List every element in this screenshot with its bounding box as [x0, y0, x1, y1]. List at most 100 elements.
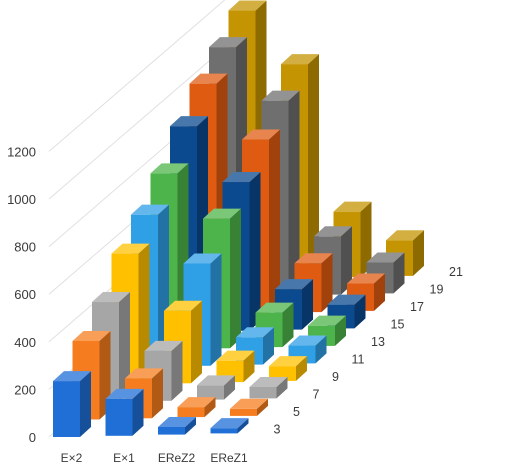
bar-top [92, 292, 130, 303]
bar-top [333, 201, 372, 212]
bar-top [125, 368, 163, 379]
bar-top [111, 243, 150, 254]
bar [158, 416, 196, 435]
bar-side [413, 230, 424, 276]
bars [53, 0, 424, 437]
bar-top [275, 279, 313, 290]
bar-side [210, 253, 222, 366]
bar-top [72, 330, 111, 341]
y-tick-label: 800 [14, 240, 36, 255]
bar-side [152, 368, 163, 419]
depth-tick-label: 17 [410, 300, 424, 314]
bar-side [230, 208, 241, 349]
depth-tick-label: 5 [293, 405, 300, 419]
bar-front [210, 428, 238, 434]
bar-side [191, 300, 202, 384]
bar-top [209, 37, 247, 48]
bar-side [354, 294, 366, 329]
bar-top [203, 208, 241, 219]
bar-side [315, 335, 327, 364]
bar-top [53, 371, 91, 382]
bar-top [255, 302, 294, 313]
depth-tick-label: 7 [313, 387, 320, 401]
bar [230, 398, 268, 416]
bar-side [185, 416, 196, 435]
bar-top [314, 226, 352, 237]
bar-top [249, 376, 288, 387]
y-tick-label: 200 [14, 382, 36, 397]
bar-side [263, 327, 274, 365]
bar-top [294, 253, 333, 264]
bar-top [269, 356, 307, 367]
bar-side [119, 292, 130, 402]
y-tick-label: 1000 [7, 192, 36, 207]
bar-side [321, 253, 333, 313]
y-tick-label: 1200 [7, 144, 36, 159]
depth-tick-label: 13 [371, 335, 385, 349]
bar-top [216, 350, 255, 361]
bar-side [360, 201, 372, 278]
bar-side [308, 54, 319, 279]
bar-side [296, 356, 307, 381]
bar-side [276, 376, 288, 399]
bar-top [347, 273, 385, 284]
labels: 0 200 400 600 800 1000 1200 E×2 E×1 EReZ2 EReZ1 357… [7, 144, 463, 465]
bar-side [224, 375, 235, 400]
bar-side [237, 418, 249, 434]
bar [177, 397, 216, 418]
depth-tick-label: 21 [449, 265, 463, 279]
bar-top [170, 116, 208, 127]
bar [210, 418, 249, 434]
bar-top [183, 253, 222, 264]
bar-top [131, 204, 169, 215]
bar-side [132, 388, 144, 436]
bar-top [281, 54, 319, 65]
bar-side [80, 371, 91, 437]
depth-tick-label: 11 [352, 352, 365, 366]
bar-side [393, 252, 405, 294]
bar-top [230, 398, 268, 409]
depth-tick-label: 15 [391, 317, 405, 331]
bar-side [341, 226, 352, 295]
bar-side [335, 315, 346, 346]
x-tick-label: E×2 [61, 451, 83, 465]
bar-side [269, 129, 280, 314]
y-tick-label: 600 [14, 287, 36, 302]
bar-side [374, 273, 385, 311]
bar-top [288, 335, 327, 346]
bar-top [308, 315, 346, 326]
bar-top [366, 252, 405, 263]
bar-side [257, 398, 268, 416]
bar-top [242, 129, 280, 140]
bar-top [210, 418, 249, 429]
depth-tick-label: 3 [274, 422, 281, 436]
bar-front [158, 426, 185, 435]
bar-front [249, 386, 277, 399]
bar-top [189, 73, 228, 84]
bar-top [150, 163, 189, 174]
bar-side [302, 279, 313, 330]
bar-front [105, 398, 133, 436]
bar-top [105, 388, 144, 399]
bar-top [386, 230, 424, 241]
bar-top [222, 172, 261, 183]
bar-top [177, 397, 216, 408]
bar [197, 375, 235, 400]
bar-top [228, 0, 267, 11]
bar-side [243, 350, 255, 383]
bar-side [249, 172, 261, 331]
bar-top [327, 294, 366, 305]
bar [53, 371, 91, 437]
bar-top [164, 300, 202, 311]
depth-tick-label: 19 [430, 282, 444, 296]
bar-side [282, 302, 294, 348]
y-tick-label: 0 [29, 430, 36, 445]
bar [308, 315, 346, 346]
depth-tick-label: 9 [332, 370, 339, 384]
bar-side [288, 90, 300, 296]
bar-top [197, 375, 235, 386]
bar [249, 376, 288, 399]
gridline [48, 0, 226, 152]
bar-front [53, 381, 80, 437]
y-tick-label: 400 [14, 335, 36, 350]
